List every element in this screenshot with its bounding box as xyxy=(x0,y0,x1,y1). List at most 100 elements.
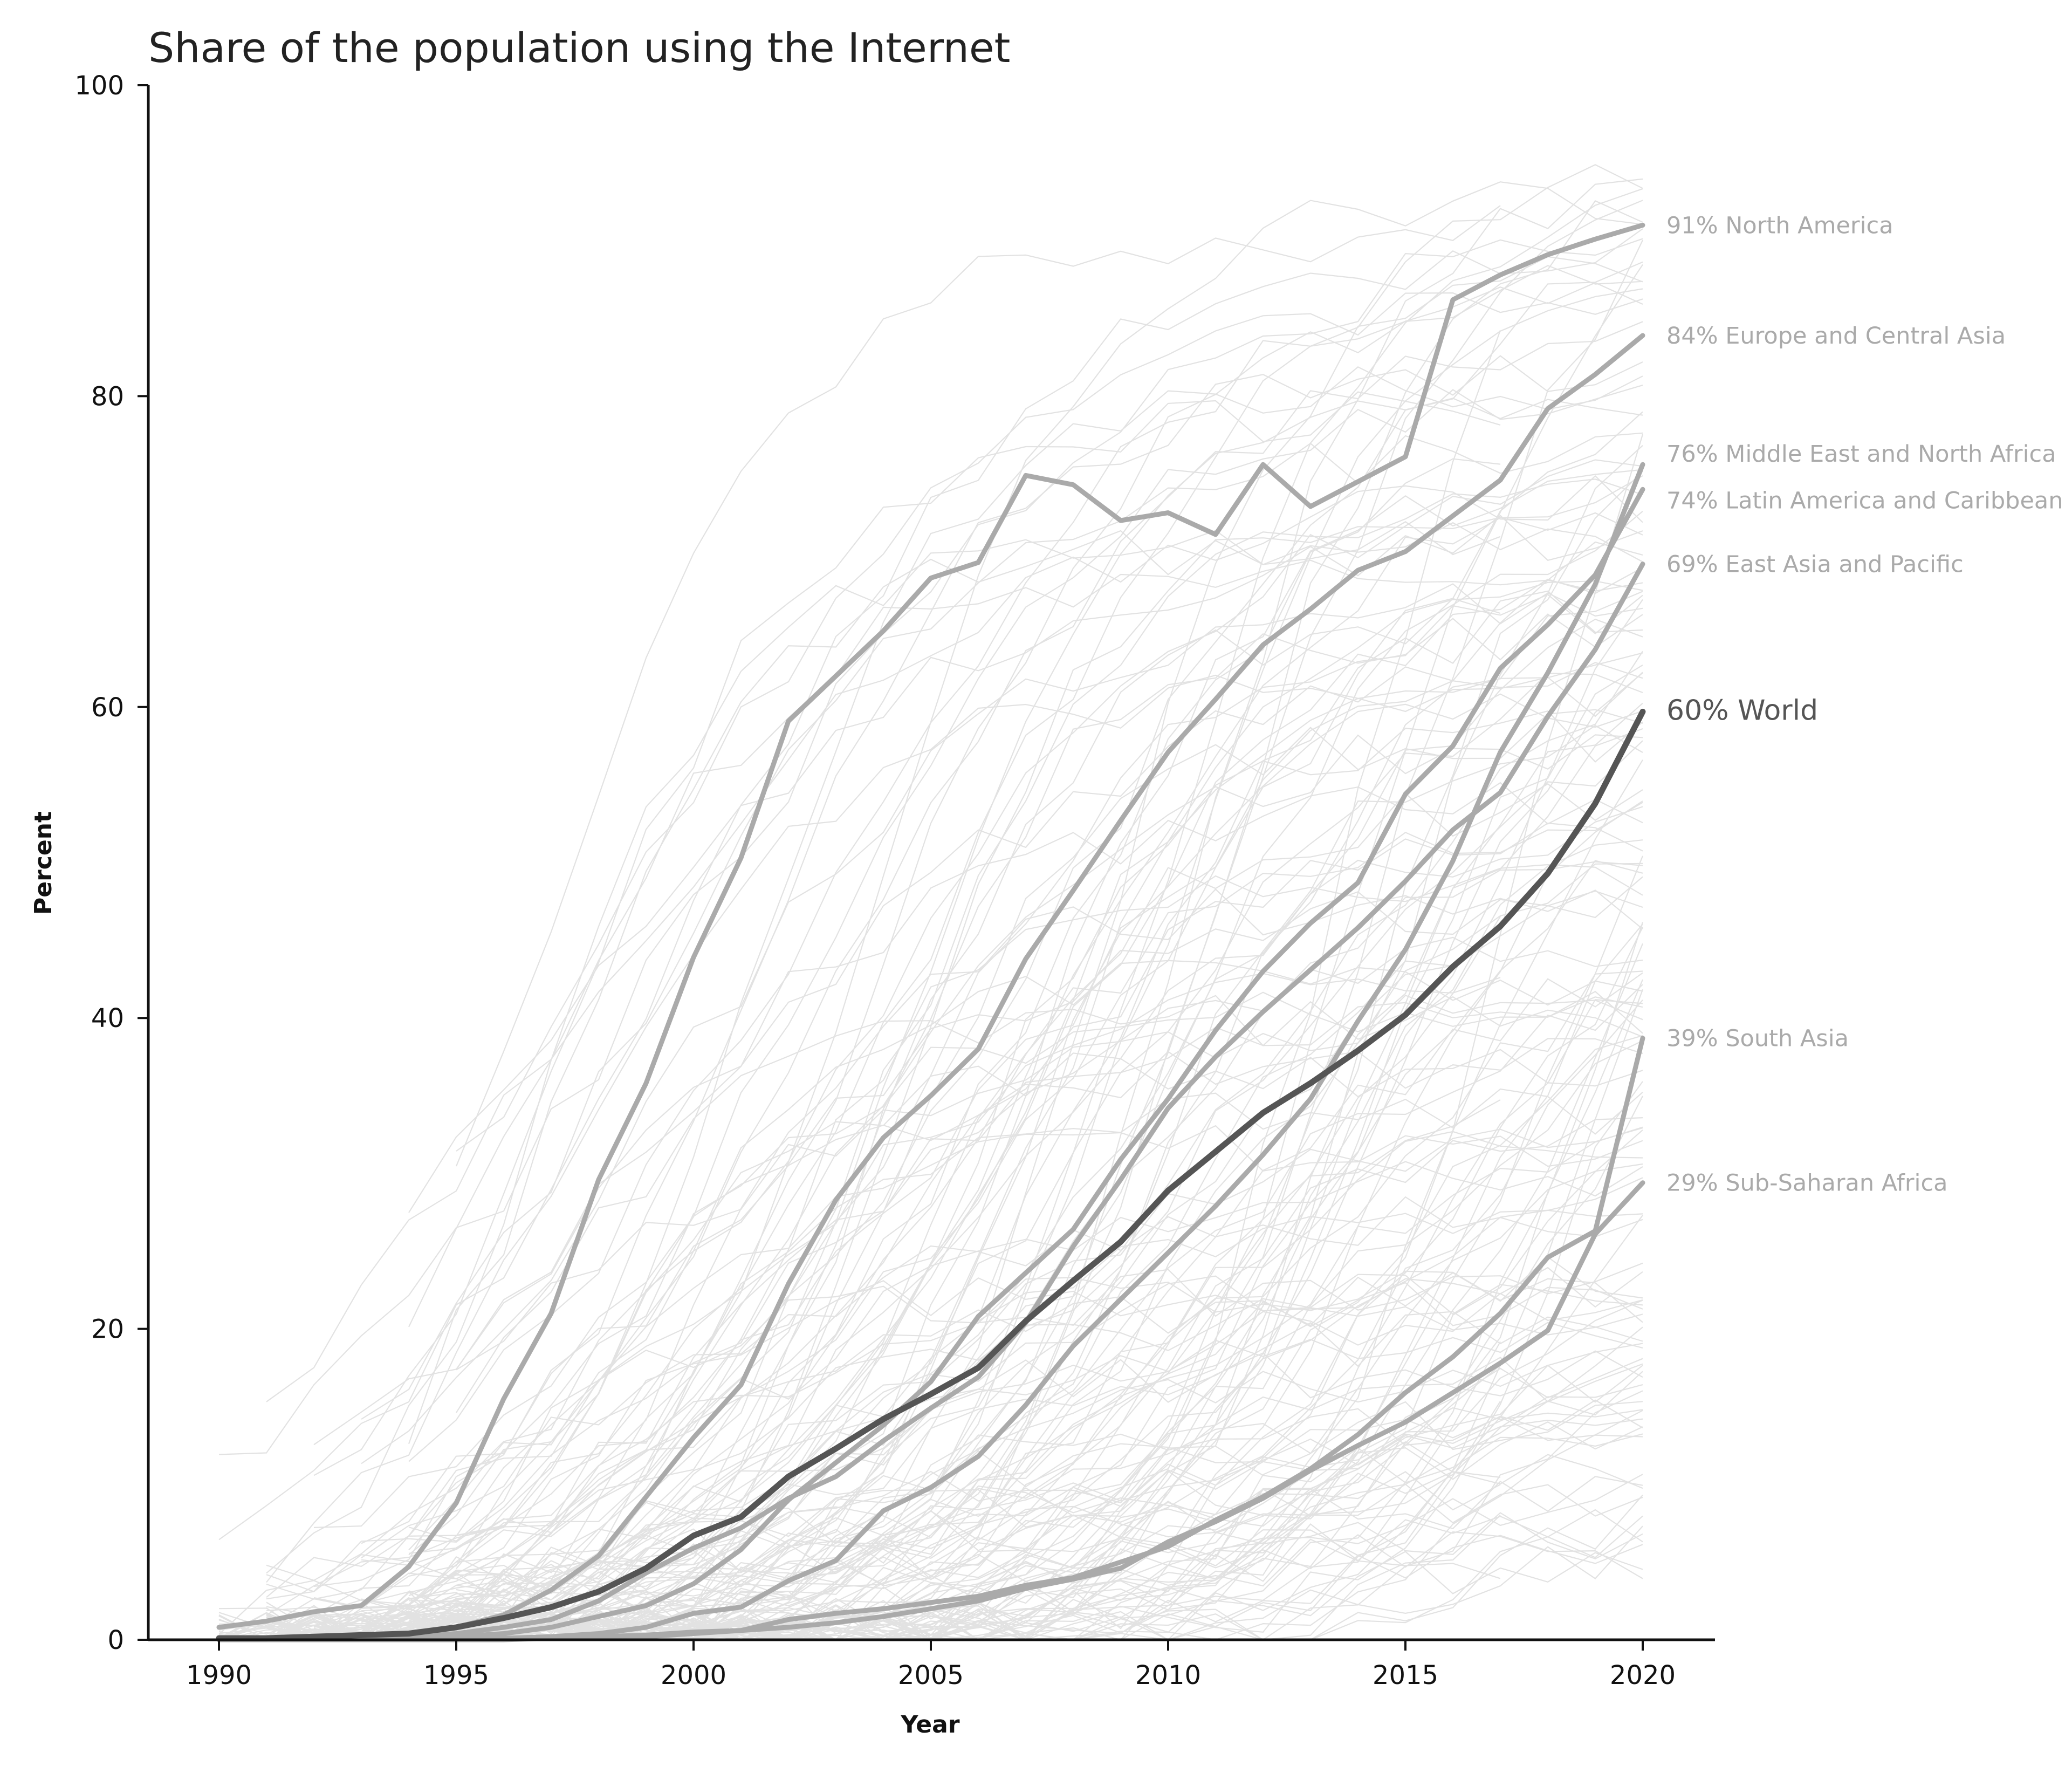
series-line-east-asia-and-pacific xyxy=(216,562,1645,1642)
country-line xyxy=(361,1038,1643,1544)
country-line xyxy=(313,888,1643,1627)
country-line xyxy=(456,618,1643,1619)
country-line xyxy=(266,521,1501,1574)
country-line xyxy=(455,205,1501,1167)
country-line xyxy=(408,579,1643,1537)
x-tick-label: 2015 xyxy=(1373,1660,1438,1690)
country-line xyxy=(266,590,1643,1641)
country-line xyxy=(408,996,1643,1554)
country-line xyxy=(266,164,1643,1616)
country-line xyxy=(266,973,1501,1598)
country-line xyxy=(266,936,1643,1600)
y-tick-label: 80 xyxy=(91,381,124,412)
y-tick-label: 40 xyxy=(91,1003,124,1033)
country-line xyxy=(408,1126,1643,1640)
country-line xyxy=(266,398,1643,1641)
country-line xyxy=(456,1282,1643,1563)
country-line xyxy=(314,181,1643,1641)
country-line xyxy=(456,292,1643,1152)
country-line xyxy=(361,806,1643,1621)
country-line xyxy=(266,651,1643,1621)
chart-title: Share of the population using the Intern… xyxy=(148,24,1010,72)
country-line xyxy=(456,710,1643,1640)
x-tick-label: 1995 xyxy=(423,1660,489,1690)
country-line xyxy=(361,432,1643,1420)
series-labels: 60% World 91% North America 84% Europe and… xyxy=(1666,212,2063,1196)
y-tick-label: 0 xyxy=(107,1625,124,1655)
country-line xyxy=(218,613,1643,1641)
country-line xyxy=(266,672,1643,1583)
x-tick-label: 2020 xyxy=(1610,1660,1676,1690)
country-line xyxy=(219,984,1643,1641)
country-line xyxy=(361,1088,1643,1641)
x-tick-label: 2000 xyxy=(661,1660,726,1690)
country-line xyxy=(218,860,1643,1641)
x-tick-label: 1990 xyxy=(186,1660,252,1690)
country-line xyxy=(266,355,1643,1600)
country-line xyxy=(361,1483,1643,1616)
country-line xyxy=(408,1125,1643,1556)
y-tick-label: 20 xyxy=(91,1315,124,1345)
country-line xyxy=(408,459,1643,1551)
series-label-europe-and-central-asia: 84% Europe and Central Asia xyxy=(1666,323,2006,350)
country-line xyxy=(456,960,1643,1569)
x-axis-title: Year xyxy=(900,1711,959,1738)
series-label-north-america: 91% North America xyxy=(1666,212,1893,239)
series-label-middle-east-and-north-africa: 76% Middle East and North Africa xyxy=(1666,441,2056,468)
country-line xyxy=(456,567,1643,1599)
country-line xyxy=(266,594,1643,1637)
series-label-world: 60% World xyxy=(1666,694,1818,727)
country-line xyxy=(266,580,1643,1641)
y-axis-title: Percent xyxy=(30,811,57,915)
series-label-latin-america-and-caribbean: 74% Latin America and Caribbean xyxy=(1666,487,2063,514)
country-line xyxy=(313,1433,1643,1608)
country-line xyxy=(313,876,1643,1528)
country-line xyxy=(266,1471,1501,1637)
country-line xyxy=(361,1326,1643,1641)
country-line xyxy=(408,515,1643,1213)
country-line xyxy=(266,366,1643,1617)
country-line xyxy=(456,1035,1643,1641)
country-line xyxy=(218,861,1643,1641)
series-label-south-asia: 39% South Asia xyxy=(1666,1025,1849,1052)
axes: 1990 1995 2000 2005 2010 2015 2020 0 20 40 60 80 100 xyxy=(74,71,1715,1690)
x-tick-label: 2005 xyxy=(898,1660,964,1690)
country-line xyxy=(456,782,1643,1370)
country-line xyxy=(313,662,1643,1446)
country-line xyxy=(313,391,1501,1476)
country-line xyxy=(408,541,1643,1327)
series-line-north-america xyxy=(216,222,1645,1630)
series-label-sub-saharan-africa: 29% Sub-Saharan Africa xyxy=(1666,1170,1947,1197)
series-line-latin-america-and-caribbean xyxy=(216,487,1645,1642)
country-line xyxy=(313,1399,1643,1635)
country-line xyxy=(266,839,1643,1641)
country-line xyxy=(266,475,1643,1402)
x-tick-label: 2010 xyxy=(1135,1660,1201,1690)
country-line xyxy=(218,864,1643,1641)
country-line xyxy=(266,1267,1643,1623)
country-line xyxy=(408,265,1643,1462)
country-line xyxy=(218,238,1643,1455)
country-line xyxy=(361,1196,1643,1559)
country-line xyxy=(456,995,1643,1371)
country-line xyxy=(218,1256,1643,1641)
y-tick-label: 100 xyxy=(74,71,124,101)
country-line xyxy=(408,734,1643,1606)
country-line xyxy=(408,943,1644,1641)
country-line xyxy=(456,321,1643,1537)
series-label-east-asia-and-pacific: 69% East Asia and Pacific xyxy=(1666,551,1964,578)
country-line xyxy=(218,1161,1643,1635)
series-lines xyxy=(216,222,1646,1642)
country-line xyxy=(361,1262,1643,1566)
country-line xyxy=(313,1407,1643,1641)
country-line xyxy=(361,1322,1643,1633)
y-tick-label: 60 xyxy=(91,693,124,723)
country-line xyxy=(408,1476,1643,1617)
country-line xyxy=(408,1270,1643,1542)
country-line xyxy=(408,1364,1643,1641)
country-line xyxy=(218,228,1643,1541)
country-line xyxy=(219,1163,1643,1641)
series-line-world xyxy=(216,708,1646,1641)
country-line xyxy=(361,802,1643,1633)
